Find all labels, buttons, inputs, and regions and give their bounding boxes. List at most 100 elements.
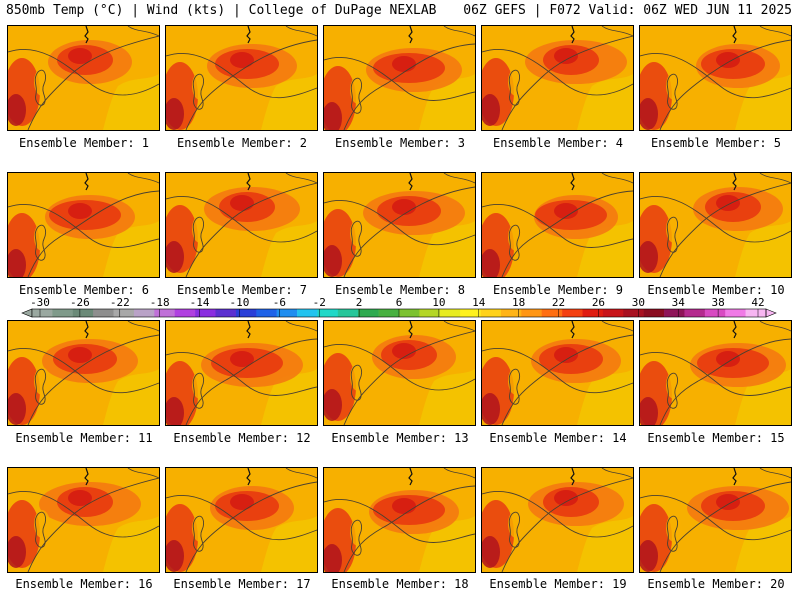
colorbar-segment [174, 309, 196, 317]
ensemble-member-label: Ensemble Member: 9 [492, 283, 624, 297]
colorbar-tick-label: -10 [230, 296, 250, 309]
colorbar-segment [684, 309, 706, 317]
ensemble-panel-map [481, 172, 634, 278]
colorbar-segment [419, 309, 441, 317]
colorbar-tick-label: -22 [110, 296, 130, 309]
colorbar-tick-label: 2 [356, 296, 363, 309]
ensemble-panel-map [639, 25, 792, 131]
ensemble-panel-map [639, 320, 792, 426]
ensemble-panel-map [639, 467, 792, 573]
run-valid-time: 06Z GEFS | F072 Valid: 06Z WED JUN 11 20… [463, 3, 792, 18]
colorbar-segment [643, 309, 665, 317]
ensemble-panel-map [323, 25, 476, 131]
ensemble-member-label: Ensemble Member: 19 [489, 577, 627, 591]
ensemble-panel-map [7, 467, 160, 573]
ensemble-panel-map [7, 320, 160, 426]
colorbar-segment [317, 309, 339, 317]
ensemble-panel-map [481, 25, 634, 131]
colorbar-segment [235, 309, 257, 317]
ensemble-member-label: Ensemble Member: 12 [173, 431, 311, 445]
ensemble-member-label: Ensemble Member: 10 [647, 283, 785, 297]
colorbar-tick-label: 6 [396, 296, 403, 309]
colorbar-segment [664, 309, 685, 317]
colorbar-segment [195, 309, 216, 317]
ensemble-member-label: Ensemble Member: 18 [331, 577, 469, 591]
colorbar-segment [133, 309, 155, 317]
ensemble-panel-map [165, 320, 318, 426]
colorbar-segment [52, 309, 74, 317]
ensemble-member-label: Ensemble Member: 2 [176, 136, 308, 150]
colorbar-segment [460, 309, 481, 317]
colorbar-tick-label: 38 [711, 296, 724, 309]
colorbar-tick-label: 26 [592, 296, 605, 309]
colorbar-segment [72, 309, 94, 317]
ensemble-member-label: Ensemble Member: 4 [492, 136, 624, 150]
ensemble-member-label: Ensemble Member: 20 [647, 577, 785, 591]
colorbar-segment [725, 309, 746, 317]
ensemble-panel-map [7, 172, 160, 278]
ensemble-panel-map [481, 320, 634, 426]
ensemble-member-label: Ensemble Member: 6 [18, 283, 150, 297]
ensemble-panel-map [7, 25, 160, 131]
colorbar-segment [297, 309, 318, 317]
colorbar-tick-label: 30 [632, 296, 645, 309]
colorbar-segment [623, 309, 644, 317]
colorbar-tick-label: -2 [313, 296, 326, 309]
colorbar-tick-label: -18 [150, 296, 170, 309]
colorbar-segment [276, 309, 298, 317]
colorbar-segment [480, 309, 502, 317]
colorbar-segment [582, 309, 604, 317]
ensemble-member-label: Ensemble Member: 16 [15, 577, 153, 591]
colorbar-segment [521, 309, 543, 317]
colorbar-segment [500, 309, 522, 317]
ensemble-panel-map [639, 172, 792, 278]
colorbar-segment [32, 309, 53, 317]
ensemble-member-label: Ensemble Member: 7 [176, 283, 308, 297]
ensemble-panel-map [165, 25, 318, 131]
ensemble-panel-map [165, 172, 318, 278]
colorbar-tick-label: 22 [552, 296, 565, 309]
colorbar-segment [256, 309, 277, 317]
colorbar-tick-label: -30 [30, 296, 50, 309]
colorbar-tick-label: 34 [672, 296, 686, 309]
colorbar-segment [745, 309, 767, 317]
colorbar-segment [113, 309, 135, 317]
colorbar-segment [439, 309, 461, 317]
colorbar-segment [358, 309, 379, 317]
colorbar-segment [562, 309, 583, 317]
ensemble-member-label: Ensemble Member: 8 [334, 283, 466, 297]
colorbar-segment [378, 309, 400, 317]
colorbar-tick-label: 14 [472, 296, 486, 309]
ensemble-panel-map [323, 467, 476, 573]
colorbar-segment [154, 309, 176, 317]
colorbar-tick-label: 18 [512, 296, 525, 309]
ensemble-member-label: Ensemble Member: 14 [489, 431, 627, 445]
colorbar-tick-label: -14 [190, 296, 210, 309]
ensemble-member-label: Ensemble Member: 5 [650, 136, 782, 150]
map-title: 850mb Temp (°C) | Wind (kts) | College o… [6, 3, 437, 18]
colorbar-segment [602, 309, 624, 317]
ensemble-panel-map [165, 467, 318, 573]
ensemble-panel-map [323, 172, 476, 278]
colorbar-segment [337, 309, 359, 317]
colorbar-segment [215, 309, 237, 317]
colorbar-tick-label: 42 [751, 296, 764, 309]
colorbar-segment [93, 309, 114, 317]
colorbar-tick-label: -6 [273, 296, 286, 309]
ensemble-panel-map [481, 467, 634, 573]
colorbar-right-arrow [765, 308, 777, 318]
ensemble-member-label: Ensemble Member: 1 [18, 136, 150, 150]
ensemble-panel-map [323, 320, 476, 426]
colorbar-segment [541, 309, 563, 317]
temperature-colorbar: -30 -26 -22 -18 -14 -10 -6 -2 2 6 10 14 18 22 26 30 34 38… [21, 296, 777, 318]
ensemble-member-label: Ensemble Member: 3 [334, 136, 466, 150]
colorbar-tick-label: -26 [70, 296, 90, 309]
colorbar-tick-label: 10 [432, 296, 445, 309]
ensemble-member-label: Ensemble Member: 17 [173, 577, 311, 591]
ensemble-member-label: Ensemble Member: 11 [15, 431, 153, 445]
ensemble-member-label: Ensemble Member: 13 [331, 431, 469, 445]
ensemble-member-label: Ensemble Member: 15 [647, 431, 785, 445]
colorbar-segment [704, 309, 726, 317]
colorbar-segment [399, 309, 420, 317]
